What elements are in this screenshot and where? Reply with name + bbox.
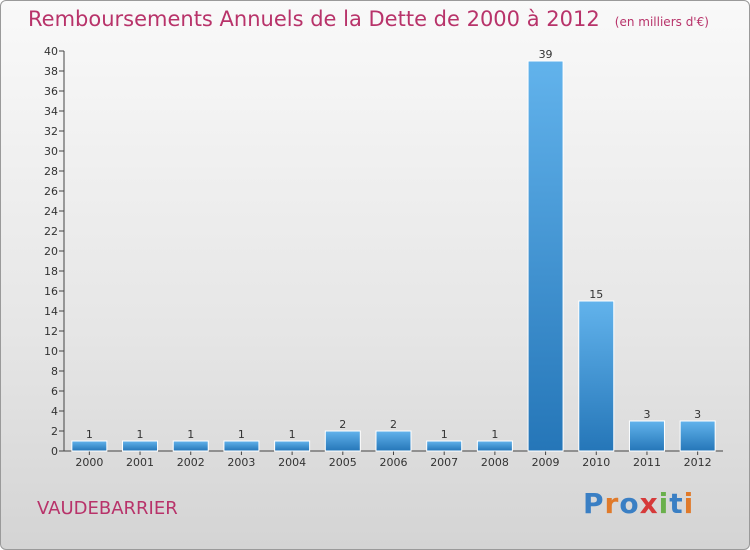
logo-letter: r — [604, 487, 620, 520]
x-tick-label: 2010 — [582, 456, 610, 469]
y-tick-label: 32 — [44, 125, 58, 138]
x-tick-label: 2011 — [633, 456, 661, 469]
bars — [71, 60, 716, 452]
x-tick-label: 2004 — [278, 456, 306, 469]
data-label-2001: 1 — [137, 428, 144, 441]
logo-letter: x — [639, 487, 659, 520]
logo-letter: i — [683, 487, 695, 520]
data-label-2012: 3 — [694, 408, 701, 421]
bar-2006 — [375, 430, 412, 452]
logo-letter: o — [619, 487, 640, 520]
y-tick-label: 30 — [44, 145, 58, 158]
data-label-2010: 15 — [589, 288, 603, 301]
bar-2003 — [223, 440, 260, 452]
x-tick-label: 2001 — [126, 456, 154, 469]
data-label-2008: 1 — [491, 428, 498, 441]
data-label-2006: 2 — [390, 418, 397, 431]
logo-letter: i — [658, 487, 670, 520]
data-label-2007: 1 — [441, 428, 448, 441]
y-tick-label: 12 — [44, 325, 58, 338]
bar-2010 — [578, 300, 615, 452]
x-tick-label: 2008 — [481, 456, 509, 469]
y-tick-label: 24 — [44, 205, 58, 218]
bar-2005 — [324, 430, 361, 452]
y-tick-label: 28 — [44, 165, 58, 178]
y-tick-label: 34 — [44, 105, 58, 118]
chart-title: Remboursements Annuels de la Dette de 20… — [28, 7, 709, 31]
axes: 0246810121416182022242628303234363840200… — [44, 45, 723, 469]
y-tick-label: 26 — [44, 185, 58, 198]
y-tick-label: 14 — [44, 305, 58, 318]
bar-2000 — [71, 440, 108, 452]
y-tick-label: 22 — [44, 225, 58, 238]
bar-2001 — [122, 440, 159, 452]
location-label: VAUDEBARRIER — [37, 498, 178, 519]
bar-2012 — [679, 420, 716, 452]
x-tick-label: 2007 — [430, 456, 458, 469]
proxiti-logo: Proxiti — [583, 487, 694, 520]
x-tick-label: 2002 — [177, 456, 205, 469]
data-label-2002: 1 — [187, 428, 194, 441]
bar-2002 — [172, 440, 209, 452]
data-label-2003: 1 — [238, 428, 245, 441]
y-tick-label: 8 — [51, 365, 58, 378]
title-main: Remboursements Annuels de la Dette de 20… — [28, 7, 600, 31]
data-label-2005: 2 — [339, 418, 346, 431]
x-tick-label: 2005 — [329, 456, 357, 469]
y-tick-label: 36 — [44, 85, 58, 98]
y-tick-label: 18 — [44, 265, 58, 278]
y-tick-label: 0 — [51, 445, 58, 458]
x-tick-label: 2003 — [227, 456, 255, 469]
bar-2008 — [476, 440, 513, 452]
bar-2007 — [426, 440, 463, 452]
bar-2009 — [527, 60, 564, 452]
bar-2004 — [274, 440, 311, 452]
logo-letter: P — [583, 487, 605, 520]
y-tick-label: 4 — [51, 405, 58, 418]
data-label-2009: 39 — [539, 48, 553, 61]
y-tick-label: 6 — [51, 385, 58, 398]
x-tick-label: 2009 — [532, 456, 560, 469]
y-tick-label: 2 — [51, 425, 58, 438]
bar-2011 — [628, 420, 665, 452]
y-tick-label: 38 — [44, 65, 58, 78]
y-tick-label: 10 — [44, 345, 58, 358]
data-labels: 1 1 1 1 1 2 2 1 1 39 15 3 3 — [86, 48, 701, 441]
x-tick-label: 2006 — [380, 456, 408, 469]
data-label-2011: 3 — [643, 408, 650, 421]
data-label-2000: 1 — [86, 428, 93, 441]
y-tick-label: 40 — [44, 45, 58, 58]
title-unit: (en milliers d'€) — [614, 15, 709, 29]
y-tick-label: 20 — [44, 245, 58, 258]
data-label-2004: 1 — [289, 428, 296, 441]
logo-letter: t — [669, 487, 684, 520]
y-tick-label: 16 — [44, 285, 58, 298]
x-tick-label: 2012 — [684, 456, 712, 469]
x-tick-label: 2000 — [75, 456, 103, 469]
